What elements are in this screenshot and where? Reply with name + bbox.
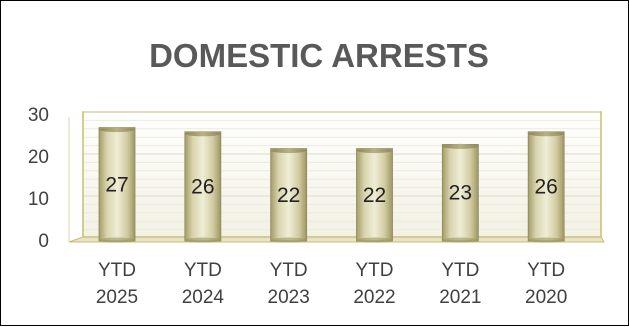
y-tick-label: 30 <box>28 105 49 126</box>
bar-cap <box>184 131 221 137</box>
bar-cap <box>528 131 565 137</box>
bar-cap <box>270 148 307 154</box>
x-tick-label: YTD 2021 <box>439 260 481 308</box>
y-tick-label: 10 <box>28 189 49 210</box>
value-label: 26 <box>534 175 557 198</box>
bars <box>98 127 565 243</box>
bar-cap <box>356 148 393 154</box>
bar-body <box>184 131 222 242</box>
bar-base <box>528 237 565 243</box>
x-axis-labels: YTD 2025 YTD 2024 YTD 2023 YTD 2022 YTD 2021 YTD 20… <box>96 260 567 308</box>
bar <box>441 143 479 243</box>
bar-base <box>184 237 221 243</box>
bar <box>527 131 565 243</box>
value-label: 22 <box>277 184 300 207</box>
bar <box>98 127 136 243</box>
bar-cap <box>442 143 479 149</box>
bar-base <box>442 237 479 243</box>
bar-base <box>270 237 307 243</box>
value-label: 22 <box>363 184 386 207</box>
bar-body <box>527 131 565 242</box>
plot-wall <box>68 111 605 243</box>
bar-body <box>441 143 479 242</box>
plot-back-wall <box>82 111 602 238</box>
x-tick-label: YTD 2020 <box>525 260 567 308</box>
bar <box>270 148 308 243</box>
chart-title: DOMESTIC ARRESTS <box>149 37 489 74</box>
gridlines <box>84 111 600 239</box>
y-tick-label: 0 <box>38 231 49 252</box>
value-label: 23 <box>449 182 472 205</box>
y-axis-ticks: 0 10 20 30 <box>28 105 49 252</box>
x-tick-label: YTD 2025 <box>96 260 138 308</box>
x-tick-label: YTD 2023 <box>268 260 310 308</box>
y-tick-label: 20 <box>28 147 49 168</box>
bar <box>356 148 393 243</box>
bar <box>184 131 222 243</box>
bar-body <box>98 127 136 242</box>
x-tick-label: YTD 2022 <box>353 260 395 308</box>
x-tick-label: YTD 2024 <box>182 260 225 308</box>
bar-base <box>99 237 135 243</box>
value-label: 26 <box>191 175 214 198</box>
value-labels: 27 26 22 22 23 26 <box>105 173 558 207</box>
value-label: 27 <box>105 173 128 196</box>
bar-base <box>356 237 393 243</box>
bar-cap <box>99 127 135 133</box>
